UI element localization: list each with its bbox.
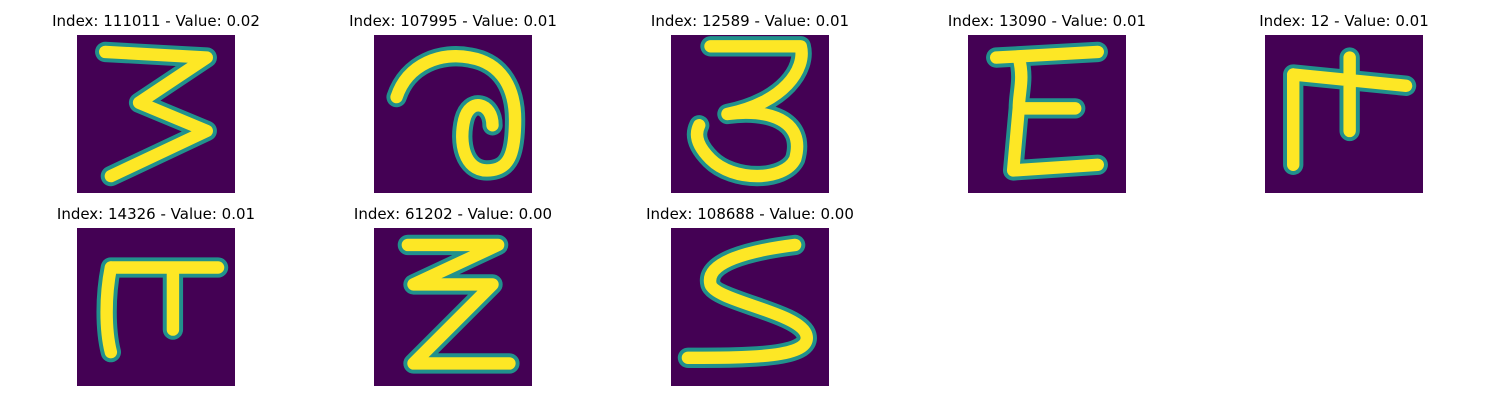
sample-panel: Index: 108688 - Value: 0.00 — [620, 206, 880, 386]
digit-image-61202 — [374, 228, 532, 386]
sample-panel: Index: 12589 - Value: 0.01 — [620, 13, 880, 193]
sample-panel: Index: 111011 - Value: 0.02 — [26, 13, 286, 193]
digit-image-111011 — [77, 35, 235, 193]
digit-image-12589 — [671, 35, 829, 193]
digit-image-14326 — [77, 228, 235, 386]
sample-panel: Index: 61202 - Value: 0.00 — [323, 206, 583, 386]
digit-image-13090 — [968, 35, 1126, 193]
panel-title: Index: 108688 - Value: 0.00 — [646, 205, 854, 223]
sample-panel: Index: 14326 - Value: 0.01 — [26, 206, 286, 386]
panel-title: Index: 12 - Value: 0.01 — [1259, 12, 1429, 30]
panel-title: Index: 13090 - Value: 0.01 — [947, 12, 1147, 30]
panel-title: Index: 107995 - Value: 0.01 — [349, 12, 557, 30]
sample-panel: Index: 12 - Value: 0.01 — [1214, 13, 1474, 193]
panel-title: Index: 12589 - Value: 0.01 — [650, 12, 850, 30]
panel-title: Index: 111011 - Value: 0.02 — [52, 12, 260, 30]
digit-image-108688 — [671, 228, 829, 386]
digit-image-107995 — [374, 35, 532, 193]
panel-title: Index: 61202 - Value: 0.00 — [353, 205, 553, 223]
sample-panel: Index: 107995 - Value: 0.01 — [323, 13, 583, 193]
digit-image-12 — [1265, 35, 1423, 193]
sample-panel: Index: 13090 - Value: 0.01 — [917, 13, 1177, 193]
panel-title: Index: 14326 - Value: 0.01 — [56, 205, 256, 223]
